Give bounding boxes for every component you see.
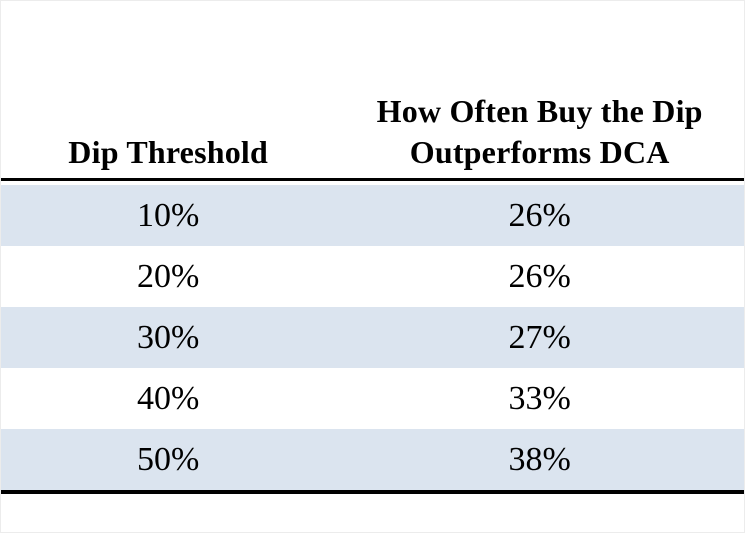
dip-threshold-cell: 40% — [137, 379, 200, 417]
outperformance-cell: 33% — [508, 379, 571, 417]
footer-whitespace — [1, 494, 744, 528]
header-cell-dip-threshold: Dip Threshold — [1, 132, 335, 173]
dip-threshold-cell: 50% — [137, 440, 200, 478]
outperformance-cell: 26% — [508, 196, 571, 234]
table-row: 50% 38% — [1, 429, 744, 490]
table-body: 10% 26% 20% 26% 30% 27% 40% 33% 50% 38% — [1, 185, 744, 490]
outperformance-cell: 27% — [508, 318, 571, 356]
header-cell-outperformance: How Often Buy the Dip Outperforms DCA — [335, 91, 744, 173]
header-rule-gap — [1, 181, 744, 185]
table-row: 10% 26% — [1, 185, 744, 246]
outperformance-cell: 26% — [508, 257, 571, 295]
dip-threshold-cell: 30% — [137, 318, 200, 356]
dip-threshold-cell: 10% — [137, 196, 200, 234]
table-bottom-rule — [1, 490, 744, 494]
table-row: 30% 27% — [1, 307, 744, 368]
table-row: 40% 33% — [1, 368, 744, 429]
outperformance-cell: 38% — [508, 440, 571, 478]
header-label-dip-threshold: Dip Threshold — [68, 134, 269, 171]
table-row: 20% 26% — [1, 246, 744, 307]
dip-threshold-cell: 20% — [137, 257, 200, 295]
table-header-row: Dip Threshold How Often Buy the Dip Outp… — [1, 1, 744, 181]
header-label-outperformance: How Often Buy the Dip Outperforms DCA — [376, 93, 703, 171]
